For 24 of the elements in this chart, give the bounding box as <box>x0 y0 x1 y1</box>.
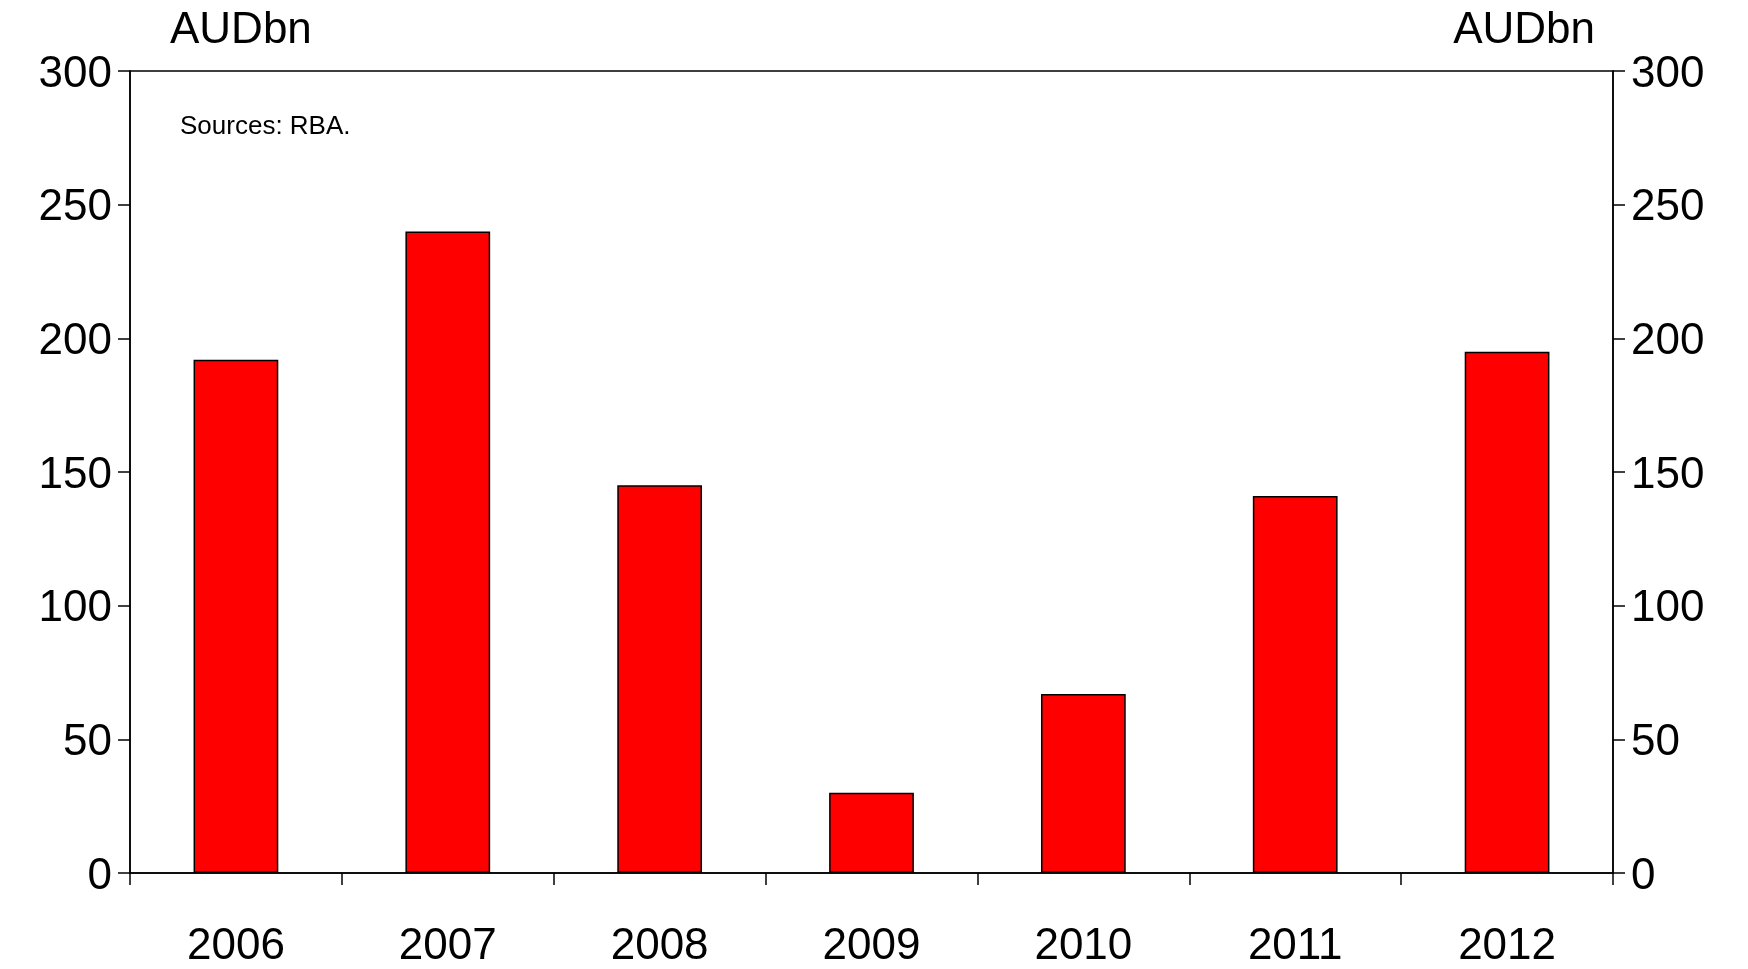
x-tick-label: 2007 <box>398 918 497 968</box>
y-tick-label: 50 <box>63 714 112 764</box>
y2-axis-title: AUDbn <box>1453 2 1595 52</box>
y2-tick-label: 200 <box>1631 313 1705 363</box>
x-tick-label: 2009 <box>822 918 921 968</box>
y-tick-label: 150 <box>38 447 112 497</box>
y2-tick-label: 50 <box>1631 714 1680 764</box>
y2-tick-label: 150 <box>1631 447 1705 497</box>
y2-tick-label: 100 <box>1631 581 1705 631</box>
x-tick-label: 2012 <box>1458 918 1557 968</box>
y-axis-title: AUDbn <box>170 2 312 52</box>
y-tick-label: 100 <box>38 581 112 631</box>
x-tick-label: 2008 <box>610 918 709 968</box>
y2-tick-label: 250 <box>1631 180 1705 230</box>
x-tick-label: 2011 <box>1247 918 1343 968</box>
y-tick-label: 200 <box>38 313 112 363</box>
x-tick-label: 2006 <box>186 918 285 968</box>
x-tick-label: 2010 <box>1034 918 1133 968</box>
y-tick-label: 0 <box>87 848 112 898</box>
y2-tick-label: 300 <box>1631 46 1705 96</box>
annotation: Sources: RBA. <box>180 110 351 140</box>
y-tick-label: 250 <box>38 180 112 230</box>
y2-tick-label: 0 <box>1631 848 1656 898</box>
y-tick-label: 300 <box>38 46 112 96</box>
